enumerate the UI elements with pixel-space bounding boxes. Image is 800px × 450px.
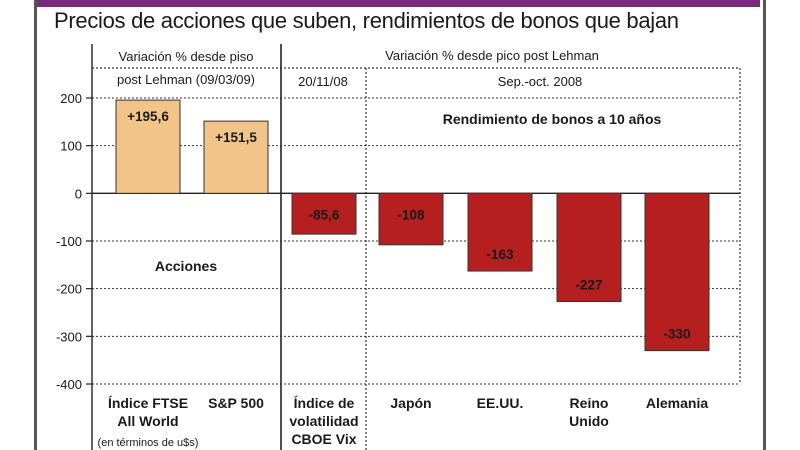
stocks-group-label: Acciones: [155, 258, 217, 274]
category-label: CBOE Vix: [291, 431, 356, 447]
header-period: Sep.-oct. 2008: [498, 74, 583, 89]
category-label: volatilidad: [289, 413, 358, 429]
title-accent-bar: [37, 0, 760, 7]
bar-value-label: -85,6: [309, 207, 340, 222]
bar: [644, 192, 710, 352]
header-right: Variación % desde pico post Lehman: [385, 48, 599, 63]
bar: [556, 192, 622, 303]
bar: [203, 120, 269, 194]
category-label: Reino: [570, 395, 609, 411]
header-left-line2: post Lehman (09/03/09): [117, 72, 255, 87]
bonds-group-label: Rendimiento de bonos a 10 años: [443, 111, 662, 127]
y-tick-label: -200: [56, 282, 82, 297]
category-label: Japón: [390, 395, 431, 411]
y-tick-label: -100: [56, 234, 82, 249]
bar-value-label: +151,5: [215, 130, 257, 145]
category-label: Unido: [569, 413, 609, 429]
y-tick-label: -300: [56, 329, 82, 344]
y-tick-label: 0: [75, 186, 82, 201]
bar-value-label: -163: [486, 247, 514, 262]
bar: [378, 192, 444, 246]
bar-value-label: -108: [397, 207, 425, 222]
bar: [467, 192, 533, 272]
category-label: Índice FTSE: [108, 395, 188, 411]
footnote: (en términos de u$s): [98, 437, 199, 449]
header-date: 20/11/08: [298, 74, 348, 89]
category-label: Índice de: [294, 395, 355, 411]
bar-value-label: -227: [575, 278, 602, 293]
left-border: [34, 0, 37, 450]
bar: [291, 192, 357, 235]
bar-value-label: +195,6: [127, 109, 169, 124]
y-tick-label: 100: [60, 139, 82, 154]
category-label: All World: [117, 413, 178, 429]
right-border: [763, 0, 766, 450]
category-label: EE.UU.: [477, 395, 524, 411]
y-tick-label: 200: [60, 91, 82, 106]
chart-title: Precios de acciones que suben, rendimien…: [54, 8, 679, 33]
category-label: S&P 500: [208, 395, 264, 411]
y-tick-label: -400: [56, 377, 82, 392]
header-left-line1: Variación % desde piso: [119, 49, 254, 64]
bar-value-label: -330: [663, 327, 690, 342]
bar: [115, 99, 181, 194]
category-label: Alemania: [646, 395, 708, 411]
